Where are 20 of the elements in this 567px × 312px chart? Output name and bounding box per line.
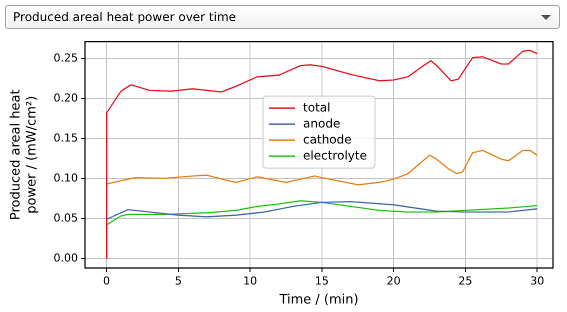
y-tick-label: 0.25: [54, 51, 78, 64]
y-tick-label: 0.00: [54, 251, 78, 264]
y-tick-label: 0.05: [54, 211, 78, 224]
legend-label: anode: [303, 116, 340, 130]
legend-label: cathode: [303, 132, 352, 146]
x-axis-title: Time / (min): [278, 292, 359, 308]
x-tick-label: 10: [243, 274, 258, 288]
x-tick-label: 30: [530, 274, 544, 288]
y-tick-label: 0.15: [54, 131, 78, 144]
x-tick-label: 25: [458, 274, 472, 288]
y-tick-label: 0.10: [54, 171, 78, 184]
chart-title: Produced areal heat power over time: [13, 10, 236, 24]
legend-label: total: [303, 100, 330, 114]
y-tick-label: 0.20: [54, 91, 78, 104]
x-tick-label: 5: [174, 274, 182, 288]
x-tick-label: 15: [314, 274, 329, 288]
legend-label: electrolyte: [303, 148, 367, 162]
x-tick-label: 0: [103, 274, 110, 288]
y-axis-title: Produced areal heat power / (mW/cm²): [8, 89, 40, 220]
x-tick-label: 20: [386, 274, 401, 288]
